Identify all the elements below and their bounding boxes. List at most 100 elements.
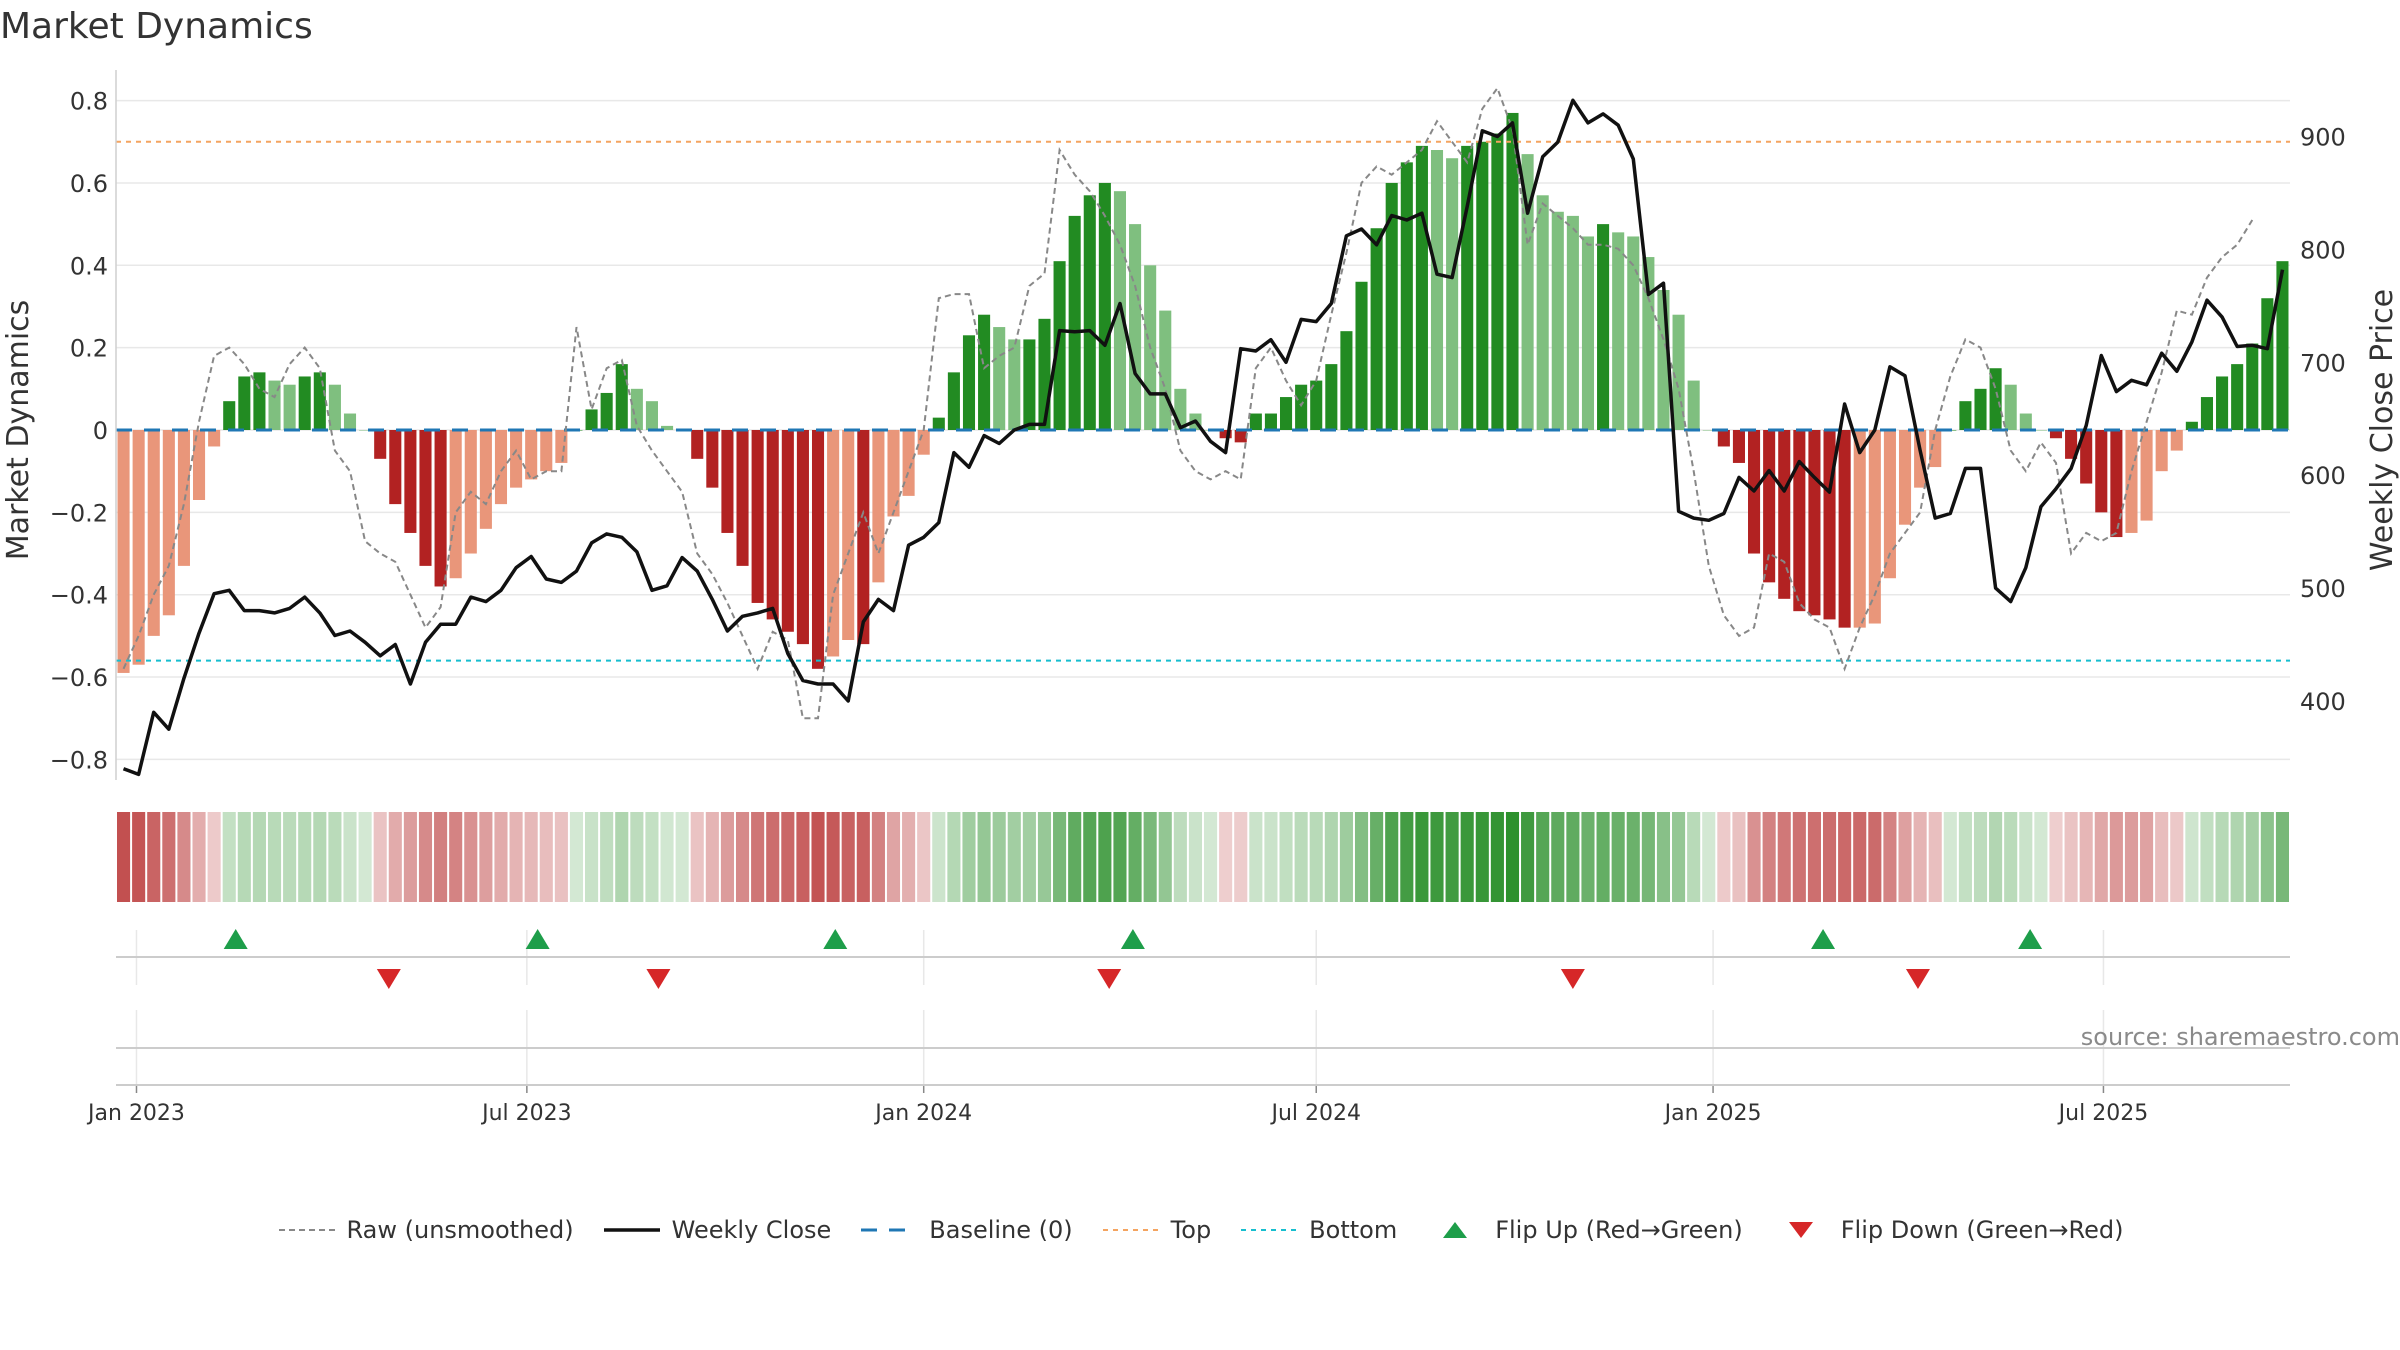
heat-cell (1324, 812, 1338, 902)
dynamics-bar (510, 430, 523, 488)
heat-cell (1626, 812, 1640, 902)
heat-cell (1143, 812, 1157, 902)
dynamics-bar (313, 372, 326, 430)
heat-cell (177, 812, 191, 902)
flip-up-marker (2018, 929, 2043, 949)
x-tick-label: Jan 2025 (1663, 1101, 1762, 1126)
dynamics-bar (600, 392, 613, 430)
dynamics-bar (962, 335, 976, 430)
heat-cell (1958, 812, 1972, 902)
heat-cell (1415, 812, 1429, 902)
heat-cell (1913, 812, 1927, 902)
heat-cell (328, 812, 342, 902)
y2-tick-label: 800 (2300, 236, 2346, 264)
heat-cell (132, 812, 146, 902)
y-tick-label: 0.4 (70, 252, 108, 280)
y-tick-label: 0.6 (70, 170, 108, 198)
dynamics-bar (645, 401, 658, 430)
heat-cell (1687, 812, 1701, 902)
dynamics-bar (1732, 430, 1745, 463)
heat-cell (2155, 812, 2169, 902)
heat-cell (2230, 812, 2244, 902)
y-tick-label: −0.2 (50, 499, 108, 527)
heat-cell (1611, 812, 1625, 902)
dynamics-bar (2231, 364, 2244, 430)
heat-cell (147, 812, 161, 902)
dynamics-bar (328, 384, 341, 430)
dynamics-bar (2080, 430, 2093, 484)
heat-cell (373, 812, 387, 902)
heat-cell (811, 812, 825, 902)
legend-item-baseline: Baseline (0) (859, 1216, 1073, 1244)
dynamics-bar (1974, 388, 1987, 430)
dynamics-bar (2185, 421, 2198, 430)
heat-cell (871, 812, 885, 902)
dynamics-bar (117, 430, 130, 673)
dynamics-bar (1325, 364, 1338, 430)
dynamics-bar (872, 430, 885, 583)
dynamics-bar (434, 430, 447, 587)
dynamics-bar (1536, 195, 1549, 430)
heat-cell (902, 812, 916, 902)
y-tick-label: −0.8 (50, 746, 108, 774)
dynamics-bar (1717, 430, 1730, 447)
heat-cell (539, 812, 553, 902)
heat-cell (1128, 812, 1142, 902)
y-tick-label: 0.2 (70, 335, 108, 363)
source-watermark: source: sharemaestro.com (2080, 1023, 2400, 1051)
heat-cell (1385, 812, 1399, 902)
heat-cell (267, 812, 282, 902)
heat-cell (1460, 812, 1474, 902)
flip-up-marker (1811, 929, 1836, 949)
dynamics-bar (419, 430, 432, 566)
heat-cell (2260, 812, 2274, 902)
top-legend-swatch (1102, 1229, 1159, 1231)
heat-cell (298, 812, 312, 902)
heat-cell (479, 812, 493, 902)
heat-cell (1234, 812, 1248, 902)
dynamics-bar (1279, 397, 1293, 430)
dynamics-bar (1083, 195, 1096, 430)
dynamics-bar (1340, 331, 1353, 430)
heat-cell (2034, 812, 2048, 902)
heat-cell (720, 812, 734, 902)
dynamics-bar (268, 380, 281, 430)
dynamics-bar (1295, 384, 1308, 430)
heat-cell (2185, 812, 2199, 902)
dynamics-bar (993, 327, 1006, 430)
heat-cell (1641, 812, 1655, 902)
heat-cell (1581, 812, 1595, 902)
heat-cell (1732, 812, 1746, 902)
dynamics-bar (162, 430, 175, 616)
heat-cell (1279, 812, 1293, 902)
x-tick-label: Jul 2024 (1269, 1101, 1361, 1126)
dynamics-bar (525, 430, 538, 480)
flip-up-marker (1120, 929, 1145, 949)
dynamics-bar (1853, 430, 1866, 628)
heat-cell (1883, 812, 1897, 902)
heat-cell (1792, 812, 1806, 902)
heat-cell (1672, 812, 1686, 902)
dynamics-bar (147, 430, 160, 636)
heat-cell (434, 812, 448, 902)
flip-down-marker (1097, 969, 1122, 989)
dynamics-bar (1702, 430, 1715, 431)
heat-cell (690, 812, 704, 902)
dynamics-bar (238, 376, 251, 430)
heat-cell (524, 812, 538, 902)
heat-cell (509, 812, 523, 902)
heat-cell (1490, 812, 1504, 902)
heat-cell (1777, 812, 1791, 902)
heat-cell (2124, 812, 2139, 902)
dynamics-bar (1370, 228, 1383, 430)
weekly-close-line (122, 98, 2285, 777)
heat-cell (705, 812, 719, 902)
dynamics-bar (2034, 430, 2047, 431)
y-tick-label: 0 (93, 417, 108, 445)
legend-item-flipup: Flip Up (Red→Green) (1425, 1216, 1743, 1244)
legend-label: Baseline (0) (929, 1216, 1073, 1244)
dynamics-bar (1053, 261, 1066, 430)
heat-cell (615, 812, 629, 902)
dynamics-bar (1068, 215, 1081, 430)
heat-cell (751, 812, 765, 902)
